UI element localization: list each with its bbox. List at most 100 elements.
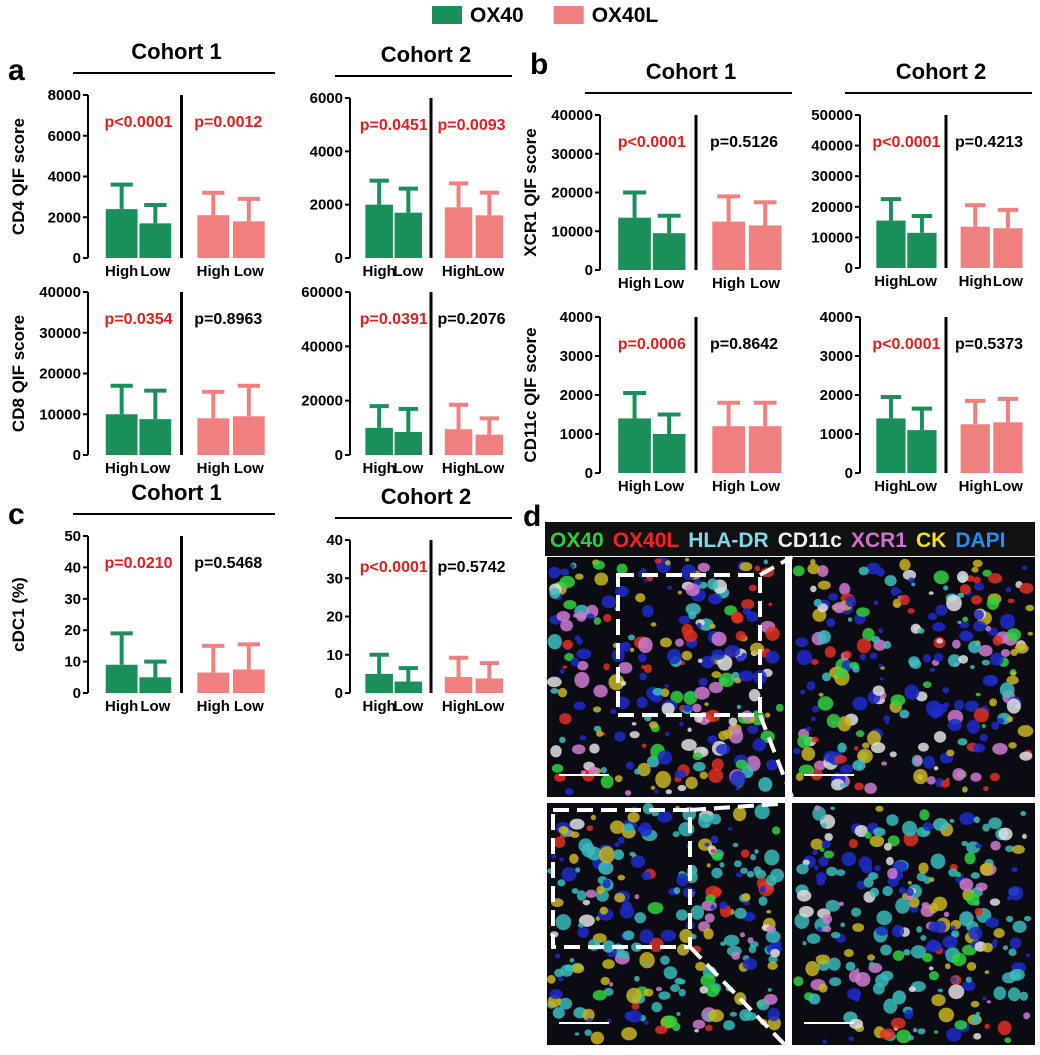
cell: [1008, 742, 1017, 749]
cell: [569, 957, 575, 963]
bar: [993, 422, 1023, 473]
cell: [989, 698, 998, 707]
cell: [927, 612, 938, 621]
cell: [973, 816, 980, 824]
bar: [232, 669, 265, 693]
y-tick-label: 50: [64, 528, 81, 545]
y-axis-label: XCR1 QIF score: [521, 128, 540, 257]
cell: [959, 878, 974, 892]
cell: [705, 709, 721, 723]
cell: [670, 690, 684, 704]
cell: [763, 559, 769, 565]
p-value: p=0.8963: [194, 311, 262, 328]
bar: [652, 233, 686, 270]
y-tick-label: 10000: [551, 223, 593, 240]
cell: [736, 655, 744, 662]
zoom-box: [616, 573, 762, 717]
bar: [444, 676, 473, 693]
p-value: p=0.5126: [710, 134, 778, 151]
cell: [949, 818, 955, 823]
cell: [916, 872, 927, 882]
cell: [710, 849, 717, 854]
cell: [638, 637, 653, 654]
cell: [675, 909, 689, 921]
cell: [966, 575, 975, 582]
bar: [232, 221, 265, 258]
cell: [771, 826, 781, 835]
cell: [815, 872, 827, 883]
cell: [674, 770, 687, 779]
cell: [748, 689, 761, 702]
p-value: p<0.0001: [104, 114, 172, 131]
cell: [550, 687, 559, 694]
cell: [913, 756, 923, 765]
cell: [973, 620, 987, 632]
cell: [696, 622, 702, 629]
cell: [1019, 991, 1029, 1001]
cell: [883, 998, 898, 1014]
cell: [818, 983, 828, 993]
bar: [748, 225, 782, 270]
cell: [705, 894, 716, 903]
cell: [562, 665, 568, 669]
cell: [710, 904, 715, 910]
cell: [981, 659, 990, 666]
cell: [657, 750, 673, 765]
cell: [981, 723, 986, 729]
cell: [711, 671, 722, 679]
cell: [841, 660, 853, 672]
cell: [661, 702, 675, 716]
cell: [869, 887, 880, 898]
cell: [1023, 1012, 1031, 1020]
cell: [989, 652, 1004, 666]
cell: [824, 832, 833, 842]
cell: [854, 824, 869, 837]
cell: [642, 961, 647, 966]
cell: [695, 961, 706, 971]
cell: [796, 889, 812, 902]
cell: [950, 925, 956, 932]
p-value: p=0.0012: [194, 114, 262, 131]
cell: [548, 566, 561, 579]
cell: [575, 867, 581, 873]
cell: [665, 560, 671, 566]
cell: [574, 671, 590, 688]
cell: [899, 709, 910, 719]
cell: [897, 589, 902, 594]
cell: [852, 759, 866, 771]
p-value: p=0.0391: [360, 311, 428, 328]
cell: [564, 788, 574, 796]
y-tick-label: 60000: [301, 284, 343, 301]
cell: [617, 836, 625, 844]
cell: [954, 1020, 968, 1030]
cell: [723, 1020, 735, 1031]
cell: [982, 996, 987, 1001]
cell: [896, 1029, 912, 1044]
x-tick-label: Low: [474, 460, 504, 477]
cell: [735, 872, 743, 878]
cell: [978, 644, 993, 657]
cell: [806, 933, 821, 944]
error-bar: [237, 642, 260, 670]
cell: [931, 994, 946, 1007]
cell: [928, 877, 935, 883]
cell: [813, 598, 822, 607]
cell: [992, 743, 1008, 755]
cell: [558, 997, 573, 1010]
cell: [552, 1007, 565, 1019]
y-tick-label: 1000: [560, 426, 593, 443]
cell: [666, 648, 682, 665]
cell: [574, 1032, 580, 1036]
cell: [933, 1030, 939, 1034]
cell: [955, 871, 961, 878]
cell: [707, 735, 718, 744]
cell: [908, 577, 915, 584]
cell: [878, 628, 884, 634]
cell: [724, 645, 741, 658]
cell: [564, 653, 574, 662]
cell: [697, 562, 710, 573]
cell: [1014, 643, 1029, 654]
cell: [937, 988, 944, 993]
cell: [621, 1027, 637, 1041]
cell: [764, 849, 780, 866]
